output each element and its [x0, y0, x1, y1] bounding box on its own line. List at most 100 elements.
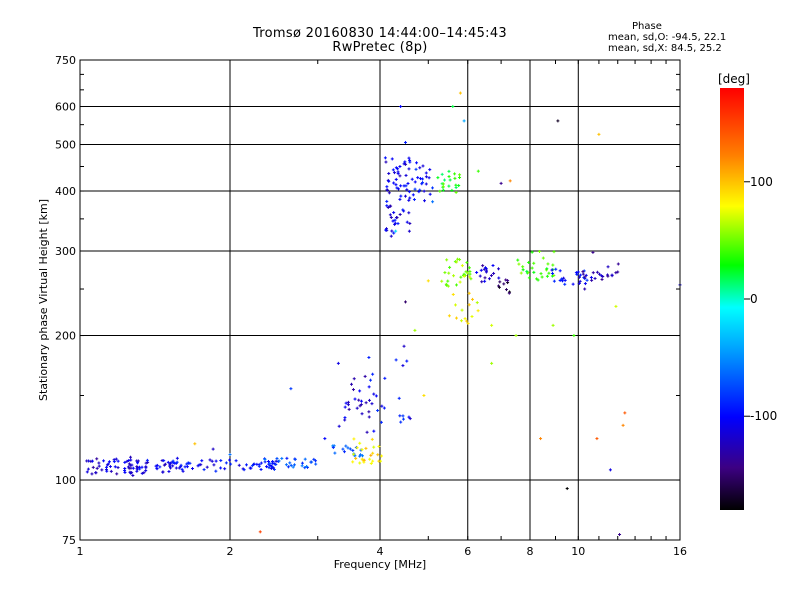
- echo-point: [268, 466, 270, 470]
- echo-point: [273, 467, 275, 471]
- echo-point: [405, 162, 407, 166]
- echo-point: [264, 458, 266, 462]
- echo-point: [402, 364, 404, 368]
- echo-point: [602, 274, 604, 278]
- x-tick-label: 4: [377, 545, 384, 558]
- echo-point: [460, 319, 462, 323]
- echo-point: [437, 176, 439, 180]
- echo-point: [105, 468, 107, 472]
- echo-point: [414, 180, 416, 184]
- echo-point: [137, 461, 139, 465]
- echo-point: [399, 174, 401, 178]
- echo-point: [408, 415, 410, 419]
- echo-point: [155, 464, 157, 468]
- echo-point: [197, 464, 199, 468]
- echo-point: [406, 220, 408, 224]
- echo-point: [194, 442, 196, 446]
- echo-point: [566, 487, 568, 491]
- echo-point: [267, 459, 269, 463]
- echo-point: [292, 465, 294, 469]
- echo-point: [617, 270, 619, 274]
- echo-point: [354, 397, 356, 401]
- echo-point: [582, 272, 584, 276]
- echo-point: [396, 186, 398, 190]
- echo-point: [491, 323, 493, 327]
- echo-point: [615, 304, 617, 308]
- echo-point: [447, 284, 449, 288]
- echo-point: [399, 414, 401, 418]
- echo-point: [271, 460, 273, 464]
- echo-point: [235, 459, 237, 463]
- echo-point: [212, 447, 214, 451]
- echo-point: [404, 300, 406, 304]
- phase-stats-o-mode: mean, sd,O: -94.5, 22.1: [608, 32, 727, 43]
- echo-point: [353, 452, 355, 456]
- echo-point: [400, 105, 402, 109]
- echo-point: [468, 303, 470, 307]
- echo-point: [172, 464, 174, 468]
- echo-point: [411, 177, 413, 181]
- echo-point: [584, 282, 586, 286]
- echo-point: [481, 280, 483, 284]
- echo-point: [387, 188, 389, 192]
- echo-point: [137, 459, 139, 463]
- echo-point: [419, 166, 421, 170]
- echo-point: [229, 453, 231, 457]
- echo-point: [128, 466, 130, 470]
- echo-point: [390, 204, 392, 208]
- echo-point: [124, 460, 126, 464]
- echo-point: [301, 461, 303, 465]
- echo-point: [559, 278, 561, 282]
- echo-point: [176, 460, 178, 464]
- echo-point: [393, 211, 395, 215]
- echo-point: [369, 457, 371, 461]
- echo-point: [515, 334, 517, 338]
- echo-point: [400, 420, 402, 424]
- echo-point: [397, 222, 399, 226]
- echo-point: [278, 459, 280, 463]
- echo-point: [553, 250, 555, 254]
- echo-point: [354, 454, 356, 458]
- echo-point: [576, 272, 578, 276]
- echo-point: [459, 280, 461, 284]
- echo-point: [460, 275, 462, 279]
- echo-point: [91, 459, 93, 463]
- echo-point: [132, 466, 134, 470]
- x-tick-label: 10: [571, 545, 585, 558]
- echo-point: [564, 282, 566, 286]
- x-tick-label: 8: [527, 545, 534, 558]
- echo-point: [461, 308, 463, 312]
- echo-point: [393, 171, 395, 175]
- echo-point: [98, 464, 100, 468]
- echo-point: [557, 119, 559, 123]
- echo-point: [129, 463, 131, 467]
- echo-point: [301, 464, 303, 468]
- echo-point: [116, 472, 118, 476]
- echo-point: [427, 279, 429, 283]
- echo-point: [130, 471, 132, 475]
- echo-point: [402, 417, 404, 421]
- echo-point: [454, 176, 456, 180]
- echo-point: [359, 454, 361, 458]
- echo-point: [342, 447, 344, 451]
- echo-point: [349, 447, 351, 451]
- echo-point: [381, 454, 383, 458]
- echo-point: [454, 303, 456, 307]
- echo-point: [117, 459, 119, 463]
- echo-point: [584, 287, 586, 291]
- echo-point: [463, 274, 465, 278]
- echo-point: [459, 176, 461, 180]
- echo-point: [425, 182, 427, 186]
- echo-point: [461, 264, 463, 268]
- echo-point: [128, 462, 130, 466]
- x-tick-label: 2: [227, 545, 234, 558]
- echo-point: [492, 264, 494, 268]
- echo-point: [483, 267, 485, 271]
- echo-point: [453, 274, 455, 278]
- echo-point: [424, 199, 426, 203]
- y-tick-label: 750: [55, 54, 76, 67]
- echo-point: [413, 198, 415, 202]
- echo-point: [220, 466, 222, 470]
- echo-point: [527, 270, 529, 274]
